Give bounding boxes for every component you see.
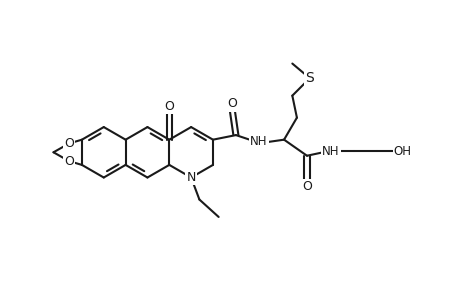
Text: S: S bbox=[305, 71, 313, 85]
Text: O: O bbox=[302, 180, 311, 194]
Text: O: O bbox=[164, 100, 174, 113]
Text: S: S bbox=[305, 71, 313, 85]
Text: O: O bbox=[302, 180, 311, 194]
Text: NH: NH bbox=[321, 145, 339, 158]
Text: O: O bbox=[64, 154, 74, 168]
Text: N: N bbox=[186, 171, 196, 184]
Text: O: O bbox=[64, 137, 74, 150]
Text: NH: NH bbox=[321, 145, 339, 158]
Text: O: O bbox=[227, 98, 237, 110]
Text: O: O bbox=[227, 98, 237, 110]
Text: OH: OH bbox=[393, 145, 411, 158]
Text: O: O bbox=[64, 137, 74, 150]
Text: N: N bbox=[186, 171, 196, 184]
Text: O: O bbox=[164, 100, 174, 113]
Text: NH: NH bbox=[250, 136, 267, 148]
Text: O: O bbox=[64, 154, 74, 168]
Text: OH: OH bbox=[393, 145, 411, 158]
Text: NH: NH bbox=[250, 136, 267, 148]
